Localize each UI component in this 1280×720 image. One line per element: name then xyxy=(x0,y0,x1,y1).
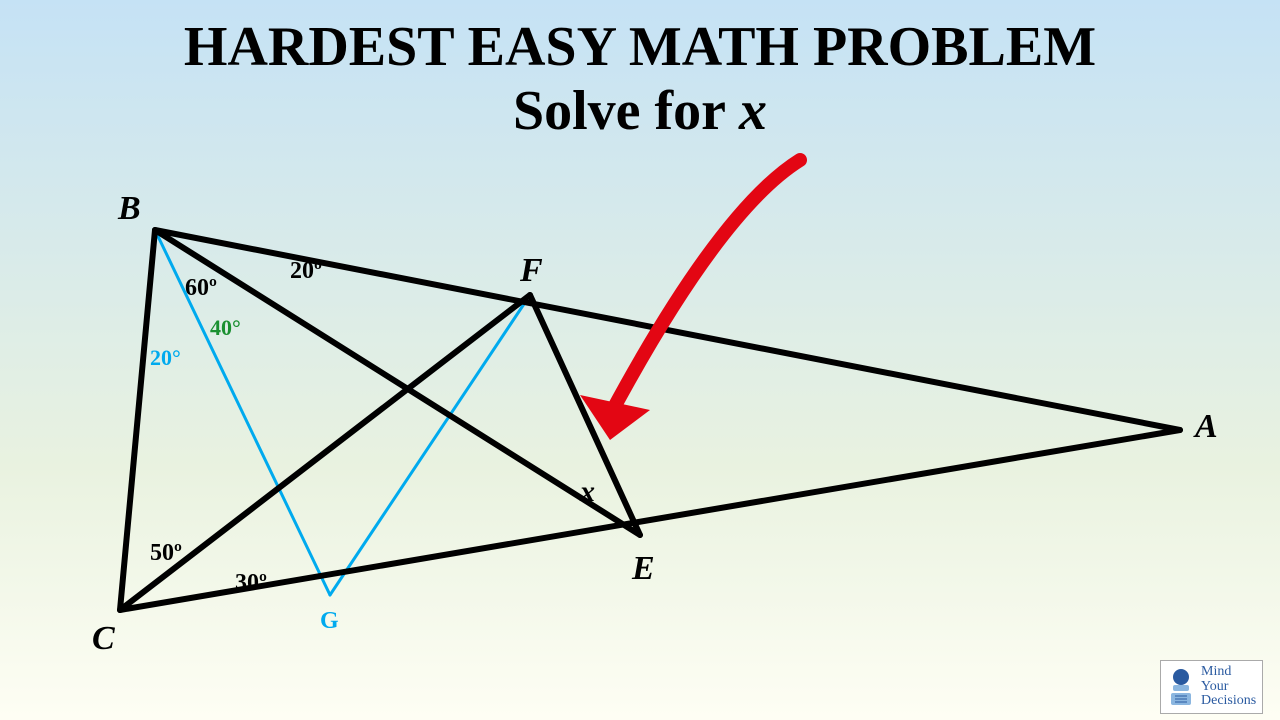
geometry-diagram xyxy=(0,0,1280,720)
angle-label-ang50: 50º xyxy=(150,540,182,567)
angle-label-ang40: 40° xyxy=(210,315,241,341)
brand-line1: Mind xyxy=(1201,665,1256,680)
angle-label-ang30: 30º xyxy=(235,570,267,597)
brain-icon xyxy=(1167,667,1195,707)
vertex-label-C: C xyxy=(92,620,115,658)
brand-line3: Decisions xyxy=(1201,694,1256,709)
vertex-label-F: F xyxy=(520,252,543,290)
angle-label-angx: x xyxy=(580,475,595,509)
brand-logo: Mind Your Decisions xyxy=(1160,660,1263,714)
angle-label-ang60: 60º xyxy=(185,275,217,302)
vertex-label-E: E xyxy=(632,550,655,588)
brand-line2: Your xyxy=(1201,680,1256,695)
angle-label-ang20top: 20º xyxy=(290,258,322,285)
vertex-label-A: A xyxy=(1195,408,1218,446)
vertex-label-G: G xyxy=(320,608,339,635)
brand-text: Mind Your Decisions xyxy=(1201,665,1256,709)
stage: HARDEST EASY MATH PROBLEM Solve for x AB… xyxy=(0,0,1280,720)
vertex-label-B: B xyxy=(118,190,141,228)
angle-label-ang20cyan: 20° xyxy=(150,345,181,371)
